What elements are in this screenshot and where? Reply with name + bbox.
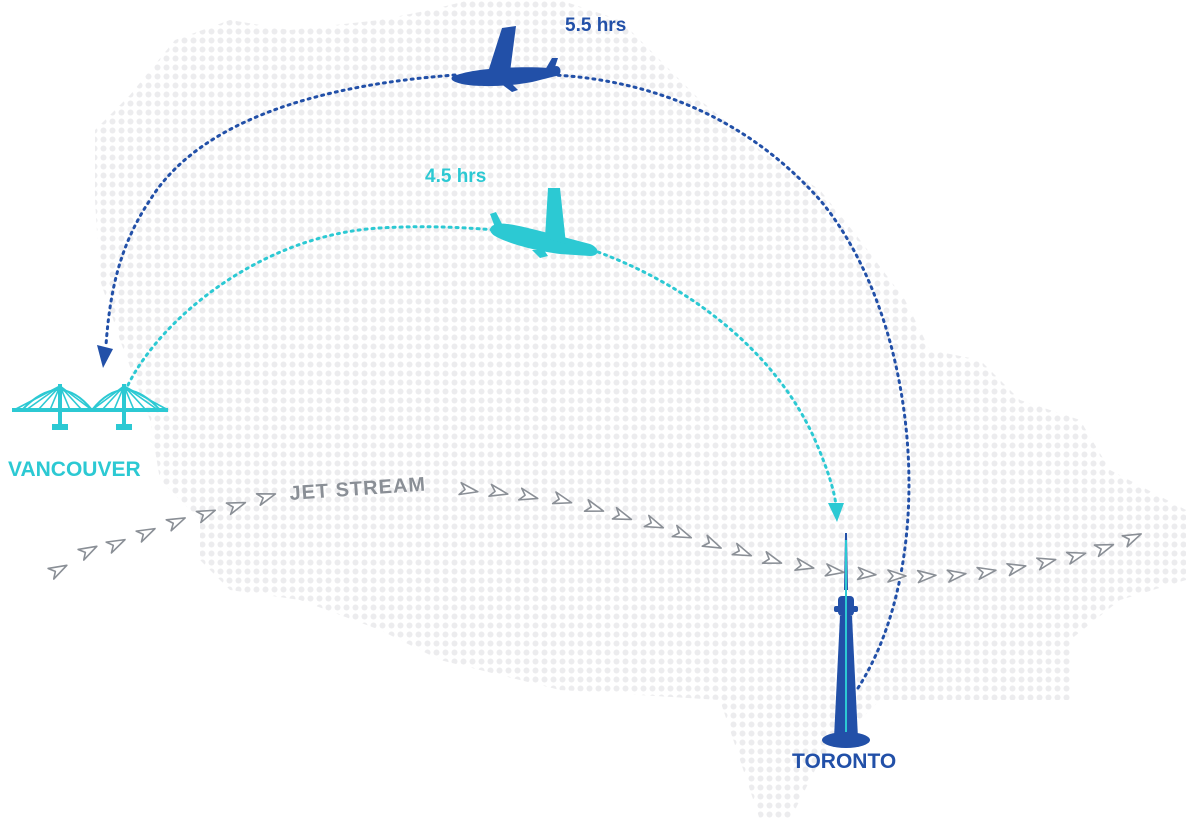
westbound-route-tail — [104, 73, 457, 347]
jet-stream-arrow-icon — [856, 566, 877, 581]
jet-stream-arrow-icon — [255, 492, 277, 506]
toronto-label: TORONTO — [792, 750, 896, 773]
westbound-route — [553, 73, 911, 690]
westbound-duration: 5.5 hrs — [565, 15, 626, 36]
jet-stream-arrow-icon — [1006, 562, 1027, 577]
jet-stream-arrow-icon — [611, 506, 633, 521]
bridge-icon — [12, 384, 169, 430]
westbound-arrowhead — [97, 345, 113, 368]
eastbound-route-head — [596, 250, 838, 507]
eastbound-route — [126, 225, 497, 387]
jet-stream-arrow-icon — [731, 542, 753, 557]
vancouver-label: VANCOUVER — [8, 458, 141, 481]
jet-stream-arrow-icon — [794, 557, 815, 572]
jet-stream-arrow-icon — [105, 538, 126, 554]
jet-stream-arrows — [47, 481, 1142, 584]
jet-stream-arrow-icon — [1065, 551, 1087, 565]
jet-stream-arrow-icon — [1121, 533, 1142, 548]
jet-stream-arrow-icon — [887, 569, 907, 583]
jet-stream-arrow-icon — [701, 534, 722, 549]
jet-stream-arrow-icon — [946, 569, 967, 583]
jet-stream-arrow-icon — [1093, 543, 1115, 558]
jet-stream-arrow-icon — [195, 509, 217, 524]
jet-stream-arrow-icon — [225, 501, 247, 516]
jet-stream-arrow-icon — [551, 491, 573, 505]
jet-stream-arrow-icon — [824, 563, 845, 577]
jet-stream-arrow-icon — [77, 545, 98, 561]
jet-stream-arrow-icon — [976, 566, 997, 581]
cn-tower-icon — [822, 533, 870, 748]
jet-stream-arrow-icon — [761, 551, 783, 565]
eastbound-arrowhead — [828, 503, 844, 522]
jet-stream-arrow-icon — [165, 517, 186, 532]
jet-stream-arrow-icon — [458, 481, 479, 496]
airplane-icon — [490, 188, 598, 258]
jet-stream-arrow-icon — [643, 514, 665, 529]
jet-stream-arrow-icon — [1035, 557, 1057, 571]
jet-stream-arrow-icon — [517, 487, 539, 501]
eastbound-duration: 4.5 hrs — [425, 166, 486, 187]
jet-stream-arrow-icon — [583, 499, 605, 513]
jet-stream-arrow-icon — [916, 569, 937, 584]
jet-stream-arrow-icon — [671, 524, 693, 539]
jet-stream-arrow-icon — [135, 527, 156, 543]
jet-stream-arrow-icon — [488, 483, 509, 498]
jet-stream-arrow-icon — [47, 564, 68, 580]
airplane-icon — [451, 26, 561, 92]
